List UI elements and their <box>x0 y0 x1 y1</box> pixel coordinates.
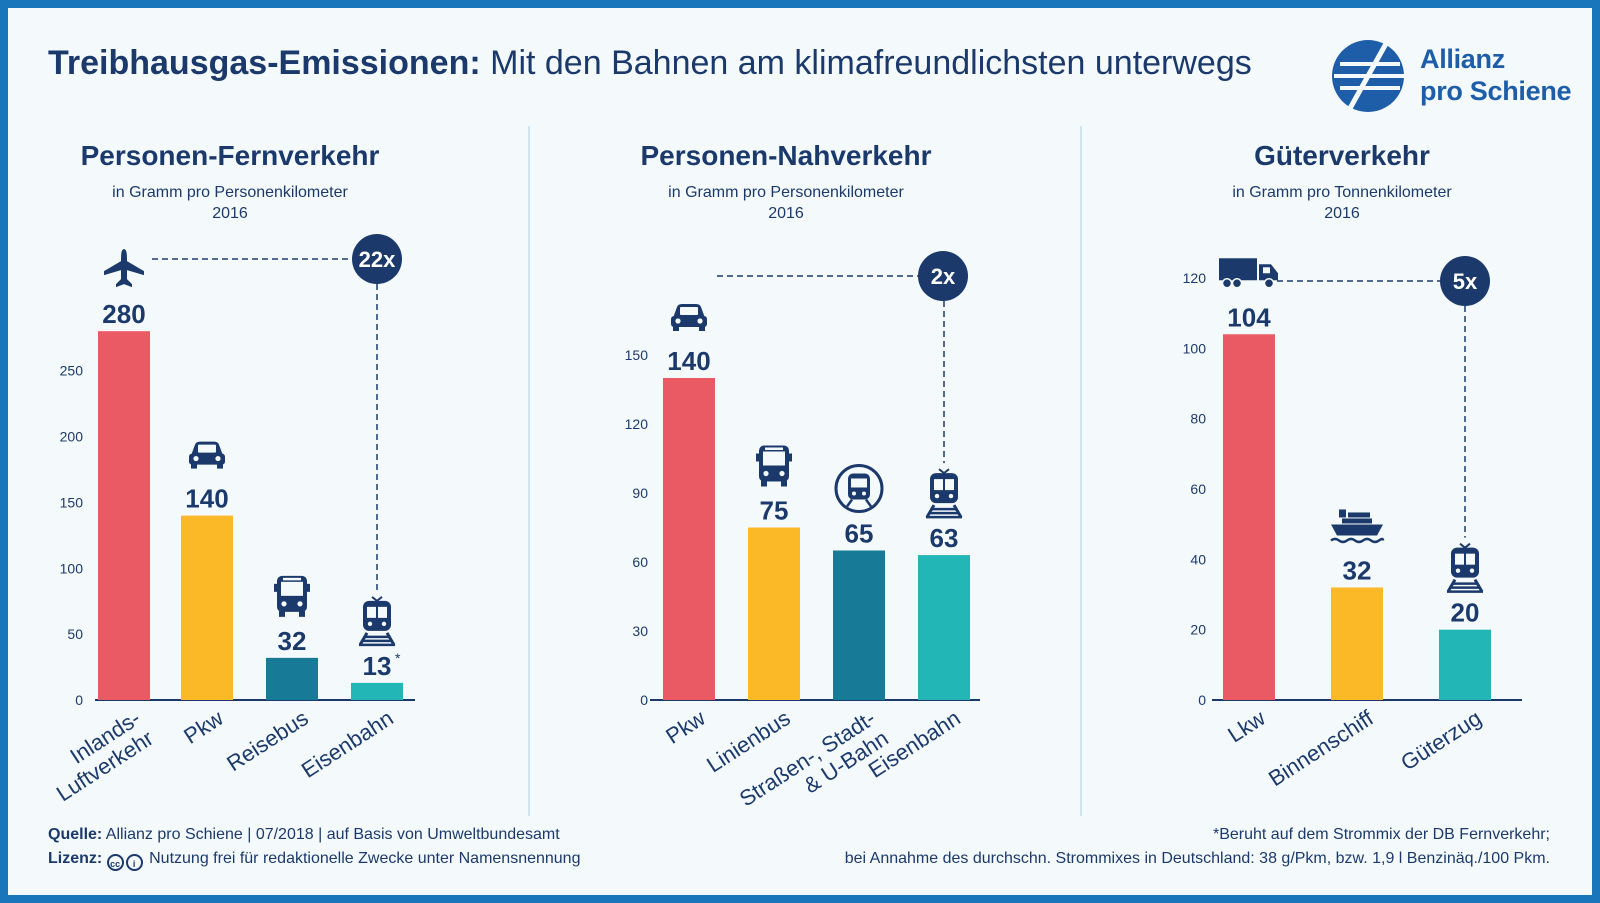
y-tick-label: 30 <box>632 623 648 639</box>
comparison-badge <box>352 234 402 284</box>
title-bold: Treibhausgas-Emissionen: <box>48 44 481 82</box>
truck-icon <box>1219 258 1278 289</box>
footnote-line2: bei Annahme des durchschn. Strommixes in… <box>844 850 1550 867</box>
panel-year-fernverkehr: 2016 <box>212 205 248 222</box>
comparison-badge <box>918 251 968 301</box>
train-icon <box>1446 542 1484 593</box>
category-label: Inlands-Luftverkehr <box>39 705 158 806</box>
category-label: Binnenschiff <box>1264 705 1379 792</box>
chart-fernverkehr: 0 50 100 150 200 250 280 Inlands-Luftverkehr 140… <box>39 234 415 806</box>
page-title: Treibhausgas-Emissionen: Mit den Bahnen … <box>48 44 1252 83</box>
panel-title-nahverkehr: Personen-Nahverkehr <box>640 140 932 171</box>
logo-line1: Allianz <box>1420 44 1505 74</box>
source-label: Quelle: <box>48 826 103 843</box>
y-tick-label: 20 <box>1190 622 1206 638</box>
airplane-icon <box>104 249 144 288</box>
comparison-badge-label: 5x <box>1453 269 1478 294</box>
panel-subtitle-fernverkehr: in Gramm pro Personenkilometer <box>112 184 348 201</box>
bar-train <box>351 682 403 700</box>
y-tick-label: 40 <box>1190 551 1206 567</box>
source-text: Allianz pro Schiene | 07/2018 | auf Basi… <box>105 826 560 843</box>
train-icon <box>925 468 963 519</box>
cc-icon: cc <box>106 854 124 871</box>
value-label: 20 <box>1451 598 1480 628</box>
metro-icon <box>834 464 884 513</box>
value-label: 32 <box>278 626 307 656</box>
category-label: Eisenbahn <box>297 705 398 783</box>
panel-subtitle-nahverkehr: in Gramm pro Personenkilometer <box>668 184 904 201</box>
y-tick-label: 100 <box>1183 340 1207 356</box>
y-tick-label: 90 <box>632 485 648 501</box>
comparison-badge <box>1440 256 1490 306</box>
bar-truck <box>1223 334 1275 700</box>
y-tick-label: 150 <box>625 347 649 363</box>
footnote-line1: *Beruht auf dem Strommix der DB Fernverk… <box>1212 826 1550 843</box>
y-tick-label: 250 <box>60 363 84 379</box>
y-tick-label: 120 <box>625 416 649 432</box>
value-label: 280 <box>102 299 145 329</box>
panel-year-gueterverkehr: 2016 <box>1324 205 1360 222</box>
y-tick-label: 100 <box>60 560 84 576</box>
bar-ship <box>1331 587 1383 700</box>
value-label: 75 <box>760 496 789 526</box>
y-tick-label: 50 <box>67 626 83 642</box>
license-text: Nutzung frei für redaktionelle Zwecke un… <box>149 850 581 867</box>
panel-year-nahverkehr: 2016 <box>768 205 804 222</box>
bar-airplane <box>98 331 150 700</box>
panel-subtitle-gueterverkehr: in Gramm pro Tonnenkilometer <box>1232 184 1452 201</box>
y-tick-label: 0 <box>1198 692 1206 708</box>
comparison-badge-label: 22x <box>359 247 396 272</box>
y-tick-label: 60 <box>632 554 648 570</box>
panel-divider <box>1080 126 1082 816</box>
bar-train <box>918 555 970 700</box>
car-icon <box>189 441 225 469</box>
bar-metro <box>833 550 885 700</box>
value-label: 65 <box>845 519 874 549</box>
value-label: 13 <box>363 651 392 681</box>
bar-train <box>1439 629 1491 700</box>
y-tick-label: 0 <box>640 692 648 708</box>
attribution-icon: i <box>125 854 143 871</box>
title-light: Mit den Bahnen am klimafreundlichsten un… <box>490 44 1252 82</box>
category-label: Güterzug <box>1396 705 1486 775</box>
panel-title-fernverkehr: Personen-Fernverkehr <box>80 140 380 171</box>
value-label: 32 <box>1343 555 1372 585</box>
y-tick-label: 0 <box>75 692 83 708</box>
allianz-logo-icon <box>1332 38 1404 114</box>
category-label: Pkw <box>179 705 228 749</box>
y-tick-label: 80 <box>1190 411 1206 427</box>
train-icon <box>358 596 396 647</box>
car-icon <box>671 304 707 331</box>
bar-car <box>663 378 715 700</box>
bus-icon <box>274 575 310 617</box>
value-label: 104 <box>1227 302 1271 332</box>
category-label: Lkw <box>1223 705 1270 747</box>
license-line: Lizenz: cc i Nutzung frei für redaktionel… <box>48 850 580 871</box>
license-label: Lizenz: <box>48 850 103 867</box>
chart-gueterverkehr: 0 20 40 60 80 100 120 104 Lkw 32 Binnenschiff 20 Güt… <box>1183 256 1522 791</box>
source-line: Quelle: Allianz pro Schiene | 07/2018 | … <box>48 826 560 844</box>
y-tick-label: 120 <box>1183 270 1207 286</box>
bar-car <box>181 515 233 700</box>
panel-divider <box>528 126 530 816</box>
comparison-badge-label: 2x <box>931 264 956 289</box>
y-tick-label: 200 <box>60 429 84 445</box>
panel-title-gueterverkehr: Güterverkehr <box>1254 140 1430 171</box>
footnote-marker: * <box>395 650 401 666</box>
bus-icon <box>756 445 792 487</box>
y-tick-label: 60 <box>1190 481 1206 497</box>
y-tick-label: 150 <box>60 494 84 510</box>
value-label: 140 <box>667 346 710 376</box>
logo-line2: pro Schiene <box>1420 76 1572 106</box>
category-label: Pkw <box>661 705 710 749</box>
value-label: 63 <box>930 523 959 553</box>
value-label: 140 <box>185 484 228 514</box>
ship-icon <box>1330 509 1385 544</box>
bar-bus <box>266 657 318 700</box>
bar-bus <box>748 527 800 700</box>
